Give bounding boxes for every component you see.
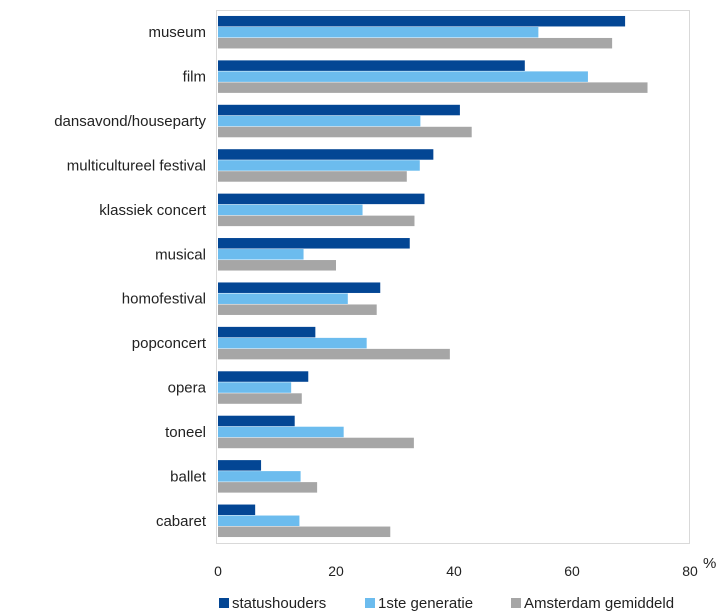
x-unit-label: % — [703, 555, 716, 572]
category-label: klassiek concert — [99, 202, 207, 219]
bar-3-opera — [218, 393, 302, 404]
bar-1-opera — [218, 371, 309, 382]
bar-1-museum — [218, 15, 626, 27]
legend-swatch-2 — [365, 598, 375, 608]
legend-swatch-3 — [511, 598, 521, 608]
bar-1-film — [218, 60, 525, 71]
bar-3-klassiek-concert — [218, 215, 415, 227]
bar-2-ballet — [218, 471, 301, 482]
category-label: opera — [168, 380, 207, 397]
legend-label-3: Amsterdam gemiddeld — [524, 595, 674, 612]
bar-3-dansavond-houseparty — [218, 126, 472, 138]
x-tick-label: 40 — [446, 563, 462, 579]
legend-swatch-1 — [219, 598, 229, 608]
bar-1-multicultureel-festival — [218, 149, 434, 160]
bar-2-musical — [218, 249, 304, 260]
plot-area-frame — [216, 10, 690, 544]
bar-2-klassiek-concert — [218, 204, 363, 216]
category-label: dansavond/houseparty — [54, 113, 206, 130]
x-tick-label: 80 — [682, 563, 698, 579]
category-labels: museum film dansavond/houseparty multicultu… — [54, 24, 207, 530]
bar-1-popconcert — [218, 326, 316, 338]
bar-2-cabaret — [218, 515, 300, 527]
bar-3-toneel — [218, 437, 414, 449]
bar-1-ballet — [218, 460, 262, 471]
bars-group — [218, 15, 648, 538]
category-label: cabaret — [156, 513, 207, 530]
bar-3-cabaret — [218, 526, 391, 538]
bar-2-homofestival — [218, 293, 348, 304]
bar-3-film — [218, 82, 648, 93]
category-label: multicultureel festival — [67, 157, 206, 174]
category-label: ballet — [170, 468, 207, 485]
bar-1-klassiek-concert — [218, 193, 425, 205]
bar-3-popconcert — [218, 348, 450, 360]
category-label: museum — [148, 24, 206, 41]
bar-3-homofestival — [218, 304, 377, 315]
bar-2-popconcert — [218, 337, 367, 349]
bar-3-museum — [218, 37, 613, 49]
bar-1-dansavond-houseparty — [218, 104, 460, 116]
bar-3-musical — [218, 260, 336, 271]
bar-3-multicultureel-festival — [218, 171, 407, 182]
category-label: film — [183, 69, 206, 86]
x-tick-label: 60 — [564, 563, 580, 579]
legend: statushouders 1ste generatie Amsterdam gem… — [219, 595, 674, 612]
bar-3-ballet — [218, 482, 318, 493]
legend-label-1: statushouders — [232, 595, 326, 612]
bar-1-musical — [218, 238, 410, 249]
bar-2-toneel — [218, 426, 344, 438]
x-tick-labels: 0 20 40 60 80 — [214, 563, 698, 579]
bar-2-opera — [218, 382, 292, 393]
bar-1-cabaret — [218, 504, 256, 516]
bar-2-multicultureel-festival — [218, 160, 420, 171]
bar-1-toneel — [218, 415, 295, 427]
category-label: popconcert — [132, 335, 207, 352]
bar-1-homofestival — [218, 282, 381, 293]
category-label: homofestival — [122, 291, 206, 308]
bar-2-film — [218, 71, 588, 82]
bar-2-museum — [218, 26, 539, 38]
bar-2-dansavond-houseparty — [218, 115, 421, 127]
x-tick-label: 20 — [328, 563, 344, 579]
category-label: toneel — [165, 424, 206, 441]
category-label: musical — [155, 246, 206, 263]
x-tick-label: 0 — [214, 563, 222, 579]
legend-label-2: 1ste generatie — [378, 595, 473, 612]
